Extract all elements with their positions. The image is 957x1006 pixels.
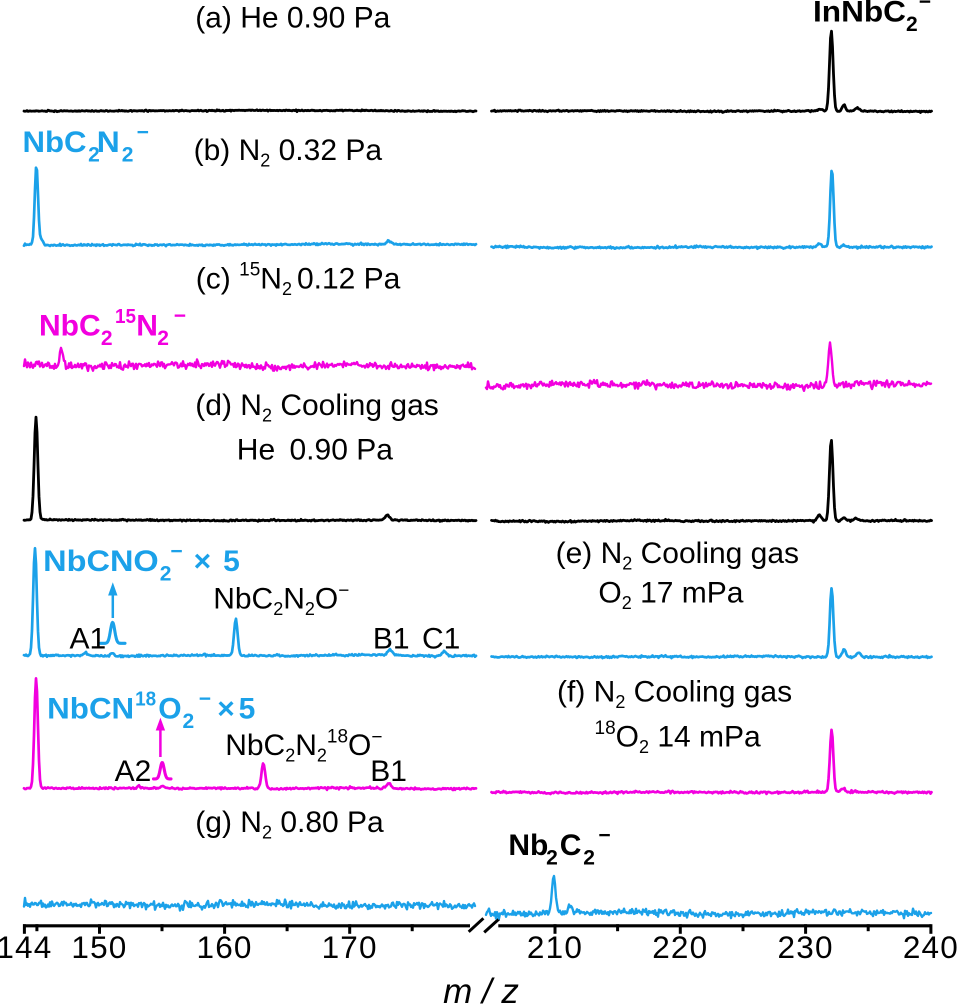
svg-text:NbC2N2O−: NbC2N2O−: [213, 580, 349, 619]
svg-text:(a) He 0.90 Pa: (a) He 0.90 Pa: [195, 2, 390, 35]
svg-text:m / z: m / z: [443, 972, 519, 1006]
svg-text:18O2 14 mPa: 18O2 14 mPa: [595, 718, 762, 757]
svg-text:160: 160: [196, 929, 252, 965]
svg-text:He 0.90 Pa: He 0.90 Pa: [237, 434, 393, 467]
svg-text:InNbC2−: InNbC2−: [813, 0, 931, 36]
svg-text:150: 150: [71, 929, 127, 965]
svg-text:144: 144: [0, 929, 52, 965]
svg-text:(e) N2 Cooling gas: (e) N2 Cooling gas: [556, 537, 799, 574]
svg-text:NbCNO2−×5: NbCNO2− × 5: [43, 540, 240, 585]
svg-text:C1: C1: [422, 622, 460, 655]
svg-text:B1: B1: [373, 622, 410, 655]
svg-text:(d) N2 Cooling gas: (d) N2 Cooling gas: [195, 389, 438, 426]
svg-text:(f) N2 Cooling gas: (f) N2 Cooling gas: [557, 675, 792, 712]
svg-text:NbC2N218O−: NbC2N218O−: [225, 727, 382, 766]
svg-text:B1: B1: [370, 755, 407, 788]
svg-text:NbC215N2−: NbC215N2−: [39, 305, 186, 350]
svg-text:NbC2N2−: NbC2N2−: [23, 121, 149, 166]
svg-text:220: 220: [652, 929, 708, 965]
svg-text:240: 240: [903, 929, 957, 965]
svg-text:O2 17 mPa: O2 17 mPa: [598, 576, 743, 613]
svg-text:210: 210: [527, 929, 583, 965]
svg-text:(b) N2 0.32 Pa: (b) N2 0.32 Pa: [194, 134, 383, 171]
svg-text:230: 230: [778, 929, 834, 965]
svg-text:A1: A1: [70, 622, 107, 655]
svg-text:(g) N2 0.80 Pa: (g) N2 0.80 Pa: [195, 806, 384, 843]
svg-text:NbCN18O2−×5: NbCN18O2− × 5: [47, 688, 255, 733]
svg-text:A2: A2: [115, 755, 152, 788]
svg-text:170: 170: [322, 929, 378, 965]
